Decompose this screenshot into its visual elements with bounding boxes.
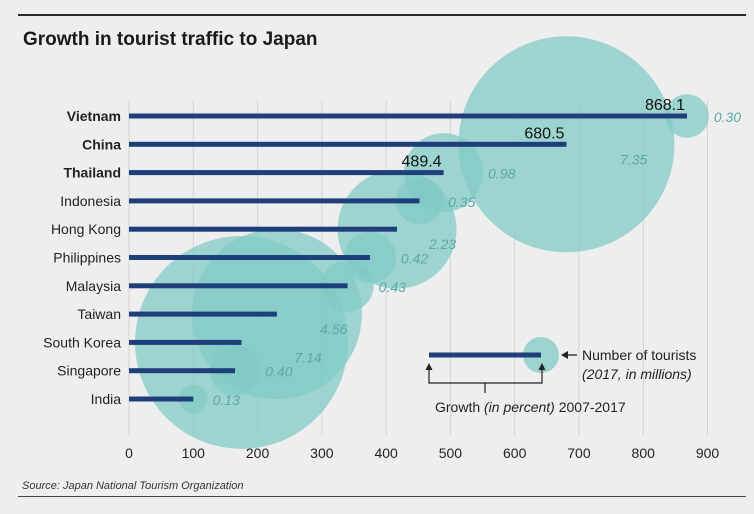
legend-bracket (428, 368, 543, 384)
tourist-bar (129, 396, 194, 402)
growth-value-label: 2.23 (428, 236, 456, 252)
growth-bubble (665, 94, 709, 138)
growth-value-label: 0.13 (213, 392, 240, 408)
legend-growth-text: Growth (435, 399, 484, 415)
category-label: China (82, 136, 121, 152)
category-label: Singapore (57, 363, 121, 379)
category-label: Vietnam (67, 108, 121, 124)
tourist-bar (129, 141, 567, 147)
x-tick-label: 0 (125, 445, 133, 461)
chart-title: Growth in tourist traffic to Japan (23, 29, 318, 50)
tourist-bar (129, 283, 348, 289)
top-rule (18, 14, 746, 16)
legend-growth-years: 2007-2017 (555, 399, 626, 415)
growth-value-label: 0.30 (714, 109, 741, 125)
x-tick-label: 200 (246, 445, 270, 461)
category-label: Indonesia (60, 193, 121, 209)
tourist-value-label: 489.4 (402, 154, 442, 171)
tourist-bar (129, 339, 242, 345)
legend-bracket-arrow-right (538, 363, 546, 370)
growth-value-label: 7.35 (620, 151, 647, 167)
legend-tourists-label: Number of tourists (582, 347, 696, 363)
bottom-rule (18, 496, 746, 497)
tourist-bar (129, 170, 444, 176)
tourist-bar (129, 113, 688, 119)
category-label: Hong Kong (51, 221, 121, 237)
category-label: India (91, 391, 122, 407)
tourist-bar (129, 255, 371, 260)
x-tick-label: 100 (182, 445, 206, 461)
tourist-bar (129, 226, 398, 232)
x-tick-label: 800 (632, 445, 656, 461)
x-tick-label: 900 (696, 445, 720, 461)
x-tick-label: 300 (310, 445, 334, 461)
legend-growth-italic: (in percent) (484, 399, 555, 415)
category-label: South Korea (43, 334, 121, 350)
legend-bar (429, 352, 541, 358)
x-tick-label: 400 (374, 445, 398, 461)
x-tick-label: 600 (503, 445, 527, 461)
growth-value-label: 0.98 (488, 166, 515, 182)
growth-value-label: 0.40 (265, 364, 292, 380)
growth-value-label: 7.14 (294, 349, 321, 365)
legend-tourists-sublabel: (2017, in millions) (582, 366, 692, 382)
tourist-value-label: 680.5 (524, 125, 564, 142)
growth-value-label: 4.56 (320, 321, 347, 337)
x-tick-label: 700 (567, 445, 591, 461)
growth-value-label: 0.42 (401, 251, 428, 267)
legend-growth-label: Growth (in percent) 2007-2017 (435, 399, 626, 415)
category-label: Philippines (53, 250, 121, 266)
x-tick-label: 500 (439, 445, 463, 461)
tourist-bar (129, 198, 420, 204)
category-label: Thailand (63, 165, 121, 181)
legend-bracket-arrow-left (425, 363, 433, 370)
category-label: Taiwan (77, 306, 121, 322)
category-label: Malaysia (66, 278, 121, 294)
source-note: Source: Japan National Tourism Organizat… (22, 480, 244, 492)
tourist-value-label: 868.1 (645, 97, 685, 114)
growth-value-label: 0.35 (448, 194, 475, 210)
legend-arrow-head (561, 351, 568, 359)
tourist-bar (129, 368, 236, 374)
tourist-bar (129, 311, 277, 317)
growth-value-label: 0.43 (379, 279, 406, 295)
